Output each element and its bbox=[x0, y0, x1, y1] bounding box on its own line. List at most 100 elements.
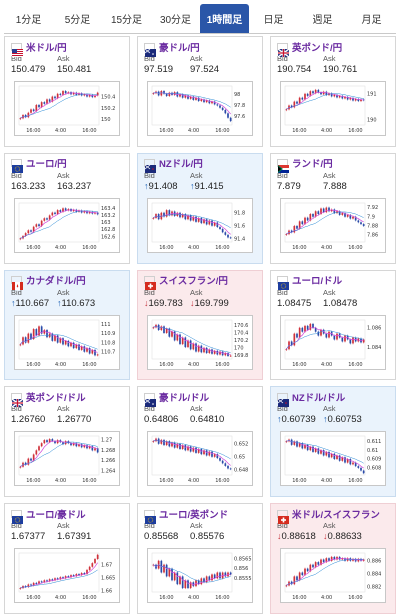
pair-name[interactable]: 英ポンド/ドル bbox=[26, 392, 86, 404]
candle-body bbox=[219, 105, 221, 108]
pair-name[interactable]: 豪ドル/ドル bbox=[159, 392, 210, 404]
tab-timeframe-1[interactable]: 5分足 bbox=[64, 15, 91, 26]
y-tick-label: 150.2 bbox=[101, 106, 115, 112]
hourly-chart[interactable]: 7.92 7.9 7.88 7.86 16:00 4:00 16:00 bbox=[280, 197, 386, 253]
rate-card-cad-jpy[interactable]: カナダドル/円 Bid Ask ↑110.667 ↑110.673 111 110… bbox=[4, 269, 130, 381]
hourly-chart[interactable]: 91.8 91.6 91.4 16:00 4:00 16:00 bbox=[147, 197, 253, 253]
candle-body bbox=[187, 446, 189, 451]
rate-card-chf-jpy[interactable]: スイスフラン/円 Bid Ask ↓169.783 ↓169.799 170.6… bbox=[137, 269, 263, 381]
ma-long-line bbox=[20, 569, 98, 589]
candle-body bbox=[349, 97, 352, 100]
price-values: ↑91.408 ↑91.415 bbox=[144, 181, 256, 193]
tab-timeframe-2[interactable]: 15分足 bbox=[110, 15, 143, 26]
candle-body bbox=[24, 463, 27, 466]
ask-label: Ask bbox=[57, 521, 70, 531]
candle-body bbox=[27, 458, 30, 466]
hourly-chart[interactable]: 1.27 1.268 1.266 1.264 16:00 4:00 16:00 bbox=[14, 431, 120, 487]
candle-body bbox=[24, 336, 27, 343]
pair-name[interactable]: ランド/円 bbox=[292, 159, 333, 171]
pair-name[interactable]: スイスフラン/円 bbox=[159, 276, 228, 288]
candle-body bbox=[62, 208, 64, 212]
hourly-chart[interactable]: 0.886 0.884 0.882 16:00 4:00 16:00 bbox=[280, 548, 386, 604]
candle-body bbox=[333, 94, 336, 97]
rate-card-usd-jpy[interactable]: 米ドル/円 Bid Ask 150.479 150.481 150.4 150.2… bbox=[4, 36, 130, 147]
hourly-chart[interactable]: 1.67 1.665 1.66 16:00 4:00 16:00 bbox=[14, 548, 120, 604]
candle-body bbox=[46, 218, 48, 220]
candle-body bbox=[344, 457, 346, 463]
candle-body bbox=[59, 337, 62, 343]
bid-label: Bid bbox=[277, 287, 288, 297]
tab-timeframe-6[interactable]: 週足 bbox=[312, 15, 333, 26]
rate-card-nzd-usd[interactable]: NZドル/ドル Bid Ask ↑0.60739 ↑0.60753 0.611 0… bbox=[270, 386, 396, 498]
pair-name[interactable]: カナダドル/円 bbox=[26, 276, 86, 288]
candle-body bbox=[344, 335, 346, 342]
eu-flag-icon bbox=[11, 509, 23, 524]
pair-name[interactable]: ユーロ/豪ドル bbox=[26, 509, 86, 521]
tab-timeframe-5[interactable]: 日足 bbox=[263, 15, 284, 26]
pair-name[interactable]: 米ドル/円 bbox=[26, 42, 67, 54]
candlestick-chart: 0.611 0.61 0.609 0.608 16:00 4:00 16:00 bbox=[284, 436, 381, 484]
candle-body bbox=[293, 101, 296, 108]
hourly-chart[interactable]: 163.4 163.2 163 162.8 162.6 16:00 4:00 16:00 bbox=[14, 197, 120, 253]
y-tick-label: 170.2 bbox=[234, 338, 248, 344]
rate-card-eur-jpy[interactable]: ユーロ/円 Bid Ask 163.233 163.237 163.4 163.2… bbox=[4, 152, 130, 264]
candle-body bbox=[176, 334, 179, 341]
hourly-chart[interactable]: 191 190 16:00 4:00 16:00 bbox=[280, 81, 386, 136]
pair-name[interactable]: NZドル/円 bbox=[159, 159, 203, 171]
ch-flag-icon bbox=[144, 276, 156, 291]
hourly-chart[interactable]: 111 110.9 110.8 110.7 16:00 4:00 16:00 bbox=[14, 314, 120, 370]
hourly-chart[interactable]: 1.086 1.084 16:00 4:00 16:00 bbox=[280, 314, 386, 370]
candle-body bbox=[221, 228, 224, 233]
tab-timeframe-3[interactable]: 30分足 bbox=[159, 15, 192, 26]
y-tick-label: 0.886 bbox=[367, 559, 381, 565]
pair-name[interactable]: ユーロ/円 bbox=[26, 159, 67, 171]
tab-timeframe-7[interactable]: 月足 bbox=[361, 15, 382, 26]
pair-name[interactable]: 米ドル/スイスフラン bbox=[292, 509, 380, 521]
pair-name[interactable]: ユーロ/英ポンド bbox=[159, 509, 229, 521]
pair-name[interactable]: NZドル/ドル bbox=[292, 392, 346, 404]
hourly-chart[interactable]: 0.611 0.61 0.609 0.608 16:00 4:00 16:00 bbox=[280, 431, 386, 487]
candlestick-chart: 1.086 1.084 16:00 4:00 16:00 bbox=[284, 319, 381, 368]
ask-value: ↑0.60753 bbox=[323, 414, 369, 426]
price-values: 7.879 7.888 bbox=[277, 181, 389, 193]
x-tick-label: 16:00 bbox=[292, 478, 306, 484]
bid-label: Bid bbox=[277, 170, 288, 180]
ask-number: 1.08478 bbox=[323, 297, 358, 309]
candle-body bbox=[51, 212, 54, 216]
candle-body bbox=[195, 216, 197, 222]
y-tick-label: 170.4 bbox=[234, 330, 248, 336]
candle-body bbox=[304, 217, 306, 224]
pair-name[interactable]: 豪ドル/円 bbox=[159, 42, 200, 54]
hourly-chart[interactable]: 150.4 150.2 150 16:00 4:00 16:00 bbox=[14, 81, 120, 136]
ma-long-line bbox=[153, 92, 231, 108]
rate-card-aud-usd[interactable]: 豪ドル/ドル Bid Ask 0.64806 0.64810 0.652 0.65… bbox=[137, 386, 263, 498]
hourly-chart[interactable]: 0.8565 0.856 0.8555 16:00 4:00 16:00 bbox=[147, 548, 253, 604]
y-tick-label: 91.6 bbox=[234, 223, 245, 229]
rate-card-eur-usd[interactable]: ユーロ/ドル Bid Ask 1.08475 1.08478 1.086 1.08… bbox=[270, 269, 396, 381]
candle-body bbox=[352, 216, 354, 219]
bid-number: 0.85568 bbox=[144, 531, 179, 543]
bid-value: 1.67377 bbox=[11, 531, 57, 543]
pair-name[interactable]: ユーロ/ドル bbox=[292, 276, 343, 288]
hourly-chart[interactable]: 0.652 0.65 0.648 16:00 4:00 16:00 bbox=[147, 431, 253, 487]
rate-card-nzd-jpy[interactable]: NZドル/円 Bid Ask ↑91.408 ↑91.415 91.8 91.6 9… bbox=[137, 152, 263, 264]
tab-timeframe-0[interactable]: 1分足 bbox=[15, 15, 42, 26]
candle-body bbox=[173, 331, 176, 341]
rate-card-eur-gbp[interactable]: ユーロ/英ポンド Bid Ask 0.85568 0.85576 0.8565 0… bbox=[137, 503, 263, 614]
y-tick-label: 150.4 bbox=[101, 95, 115, 101]
pair-name[interactable]: 英ポンド/円 bbox=[292, 42, 343, 54]
rate-card-zar-jpy[interactable]: ランド/円 Bid Ask 7.879 7.888 7.92 7.9 7.88 7.8… bbox=[270, 152, 396, 264]
rate-card-usd-chf[interactable]: 米ドル/スイスフラン Bid Ask ↓0.88618 ↓0.88633 0.8… bbox=[270, 503, 396, 614]
tab-timeframe-4[interactable]: 1時間足 bbox=[200, 4, 249, 33]
rate-card-gbp-usd[interactable]: 英ポンド/ドル Bid Ask 1.26760 1.26770 1.27 1.26… bbox=[4, 386, 130, 498]
rate-card-gbp-jpy[interactable]: 英ポンド/円 Bid Ask 190.754 190.761 191 190 16:… bbox=[270, 36, 396, 147]
candle-body bbox=[30, 333, 32, 339]
candle-body bbox=[357, 99, 360, 102]
candle-body bbox=[333, 209, 336, 213]
candle-body bbox=[330, 454, 333, 458]
rate-card-aud-jpy[interactable]: 豪ドル/円 Bid Ask 97.519 97.524 98 97.8 97.6 16… bbox=[137, 36, 263, 147]
hourly-chart[interactable]: 170.6 170.4 170.2 170 169.8 16:00 4:00 16:00 bbox=[147, 314, 253, 370]
hourly-chart[interactable]: 98 97.8 97.6 16:00 4:00 16:00 bbox=[147, 81, 253, 136]
rate-card-eur-aud[interactable]: ユーロ/豪ドル Bid Ask 1.67377 1.67391 1.67 1.66… bbox=[4, 503, 130, 614]
candle-body bbox=[197, 580, 200, 585]
